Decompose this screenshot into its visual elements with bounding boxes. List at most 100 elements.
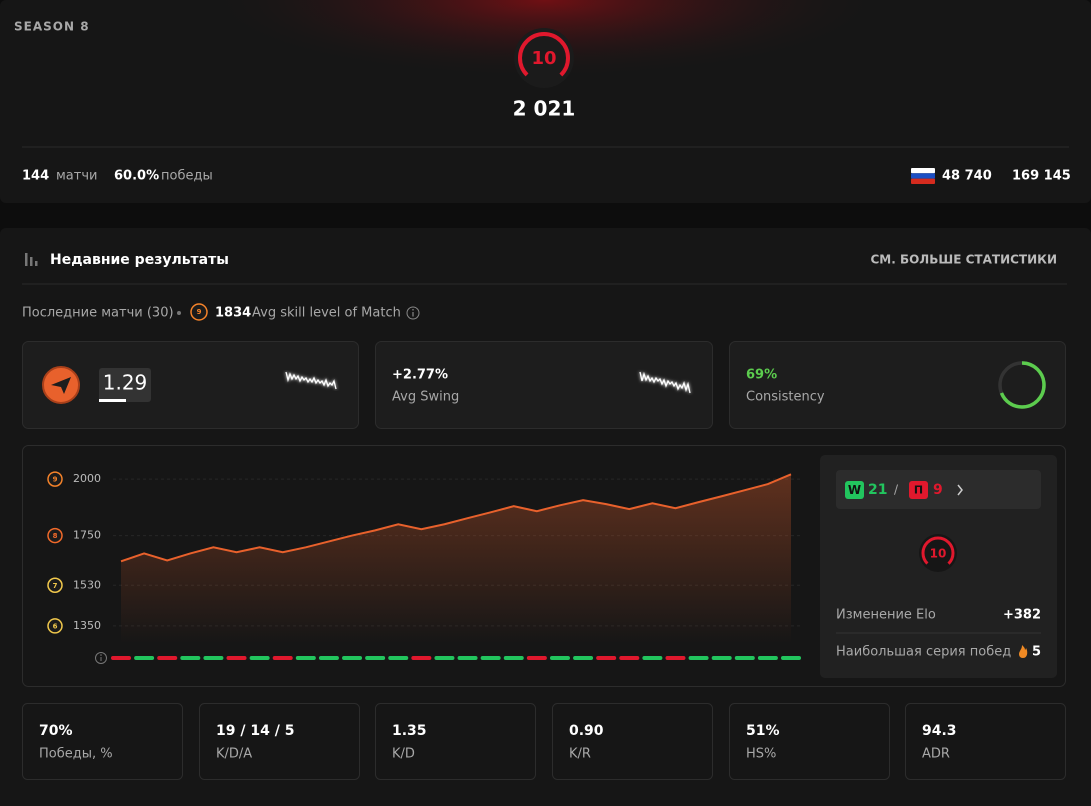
level: 10 [531, 48, 556, 69]
stat-value: 1.35 [392, 723, 427, 739]
level-badge [514, 28, 574, 88]
elo-change: +382 [1003, 608, 1041, 623]
stat-label: K/R [569, 747, 591, 762]
separator: / [894, 483, 899, 497]
more-link[interactable]: СМ. БОЛЬШЕ СТАТИСТИКИ [870, 253, 1057, 267]
swing: +2.77% [392, 368, 448, 383]
icon-bar [30, 257, 33, 266]
sparkline [639, 371, 691, 394]
stat-card [729, 703, 890, 780]
level: 10 [930, 547, 947, 561]
stat-label: Победы, % [39, 747, 113, 762]
stat-card [22, 703, 183, 780]
stat-card [199, 703, 360, 780]
level-badge [47, 577, 63, 594]
flag-stripe [911, 173, 935, 179]
winrate: 60.0% [114, 169, 159, 184]
streak-label: Наибольшая серия побед [836, 645, 1011, 660]
level-badge-text: 9 [53, 476, 58, 484]
chevron[interactable] [957, 484, 963, 496]
losses: 9 [933, 482, 943, 498]
elo-area [121, 474, 791, 644]
elo-line [120, 473, 792, 563]
skill-badge [190, 303, 208, 321]
swing-card [375, 341, 713, 429]
wins: 21 [868, 482, 887, 498]
region-rank: 48 740 [942, 169, 992, 184]
avg-elo-label: Avg skill level of Match [252, 306, 401, 321]
sparkline [285, 371, 337, 390]
flag [911, 168, 935, 184]
level-badge-text: 6 [53, 622, 58, 630]
info-dot [100, 654, 102, 656]
level-badge-text: 8 [53, 532, 58, 540]
stat-value: 19 / 14 / 5 [216, 723, 294, 739]
icon-bar [35, 261, 38, 266]
loss-badge [909, 481, 928, 499]
info-icon[interactable] [406, 306, 420, 320]
rating-bar [99, 399, 126, 402]
stat-value: 51% [746, 723, 780, 739]
stat-value: 0.90 [569, 723, 604, 739]
stat-label: K/D/A [216, 747, 252, 762]
level-badge [47, 618, 63, 634]
win-badge-text: W [848, 483, 861, 497]
results-box[interactable] [836, 470, 1041, 509]
avg-elo: 1834 [215, 306, 251, 321]
level-ring [518, 31, 570, 84]
matches: 144 [22, 169, 49, 184]
world-rank: 169 145 [1012, 169, 1071, 184]
elo: 2 021 [513, 97, 576, 121]
elo-change-label: Изменение Elo [836, 608, 936, 623]
rating: 1.29 [103, 371, 148, 395]
elo-chart: 2000 9 1750 8 1530 7 1350 6 [47, 471, 801, 660]
stats-row: 70% Победы, % 19 / 14 / 5 K/D/A 1.35 K/D 0.90 K… [22, 703, 1066, 780]
level-badge [47, 527, 63, 544]
fire-icon [1019, 645, 1028, 658]
info-icon[interactable] [95, 652, 107, 664]
info-circle [95, 652, 107, 664]
consistency-card [729, 341, 1066, 429]
skill-level: 9 [197, 308, 202, 316]
win-badge [845, 481, 864, 499]
rating-card [22, 341, 359, 429]
level-badge-text: 7 [53, 582, 58, 590]
info-circle [406, 306, 420, 320]
loss-badge-text: П [914, 484, 923, 497]
last-matches: Последние матчи (30) [22, 306, 174, 321]
y-tick-label: 1350 [73, 619, 101, 632]
matches-label: матчи [56, 169, 97, 184]
rating-box [99, 368, 151, 402]
stat-card [552, 703, 713, 780]
consistency-ring [998, 361, 1046, 409]
swing-label: Avg Swing [392, 390, 459, 405]
y-tick-label: 1530 [73, 578, 101, 591]
info-dot [412, 309, 414, 311]
stat-label: HS% [746, 747, 776, 762]
stats-icon [25, 253, 38, 266]
level-ring [921, 536, 955, 570]
stat-label: ADR [922, 747, 950, 762]
consistency-label: Consistency [746, 390, 825, 405]
stat-card [375, 703, 536, 780]
icon-bar [25, 253, 28, 266]
y-tick-label: 2000 [73, 472, 101, 485]
flag-stripe [911, 178, 935, 184]
season: SEASON 8 [14, 20, 90, 34]
consistency-value: 69% [746, 368, 777, 383]
streak: 5 [1032, 645, 1041, 660]
y-tick-label: 1750 [73, 529, 101, 542]
separator-dot [177, 311, 181, 315]
stat-label: K/D [392, 747, 415, 762]
rating-icon-shape [51, 377, 71, 394]
level-badge [47, 471, 63, 487]
recent-title: Недавние результаты [50, 252, 229, 268]
stat-value: 70% [39, 723, 73, 739]
stat-card [905, 703, 1066, 780]
level-badge [919, 534, 957, 572]
flag-stripe [911, 168, 935, 174]
stat-value: 94.3 [922, 723, 957, 739]
winrate-label: победы [161, 169, 213, 184]
